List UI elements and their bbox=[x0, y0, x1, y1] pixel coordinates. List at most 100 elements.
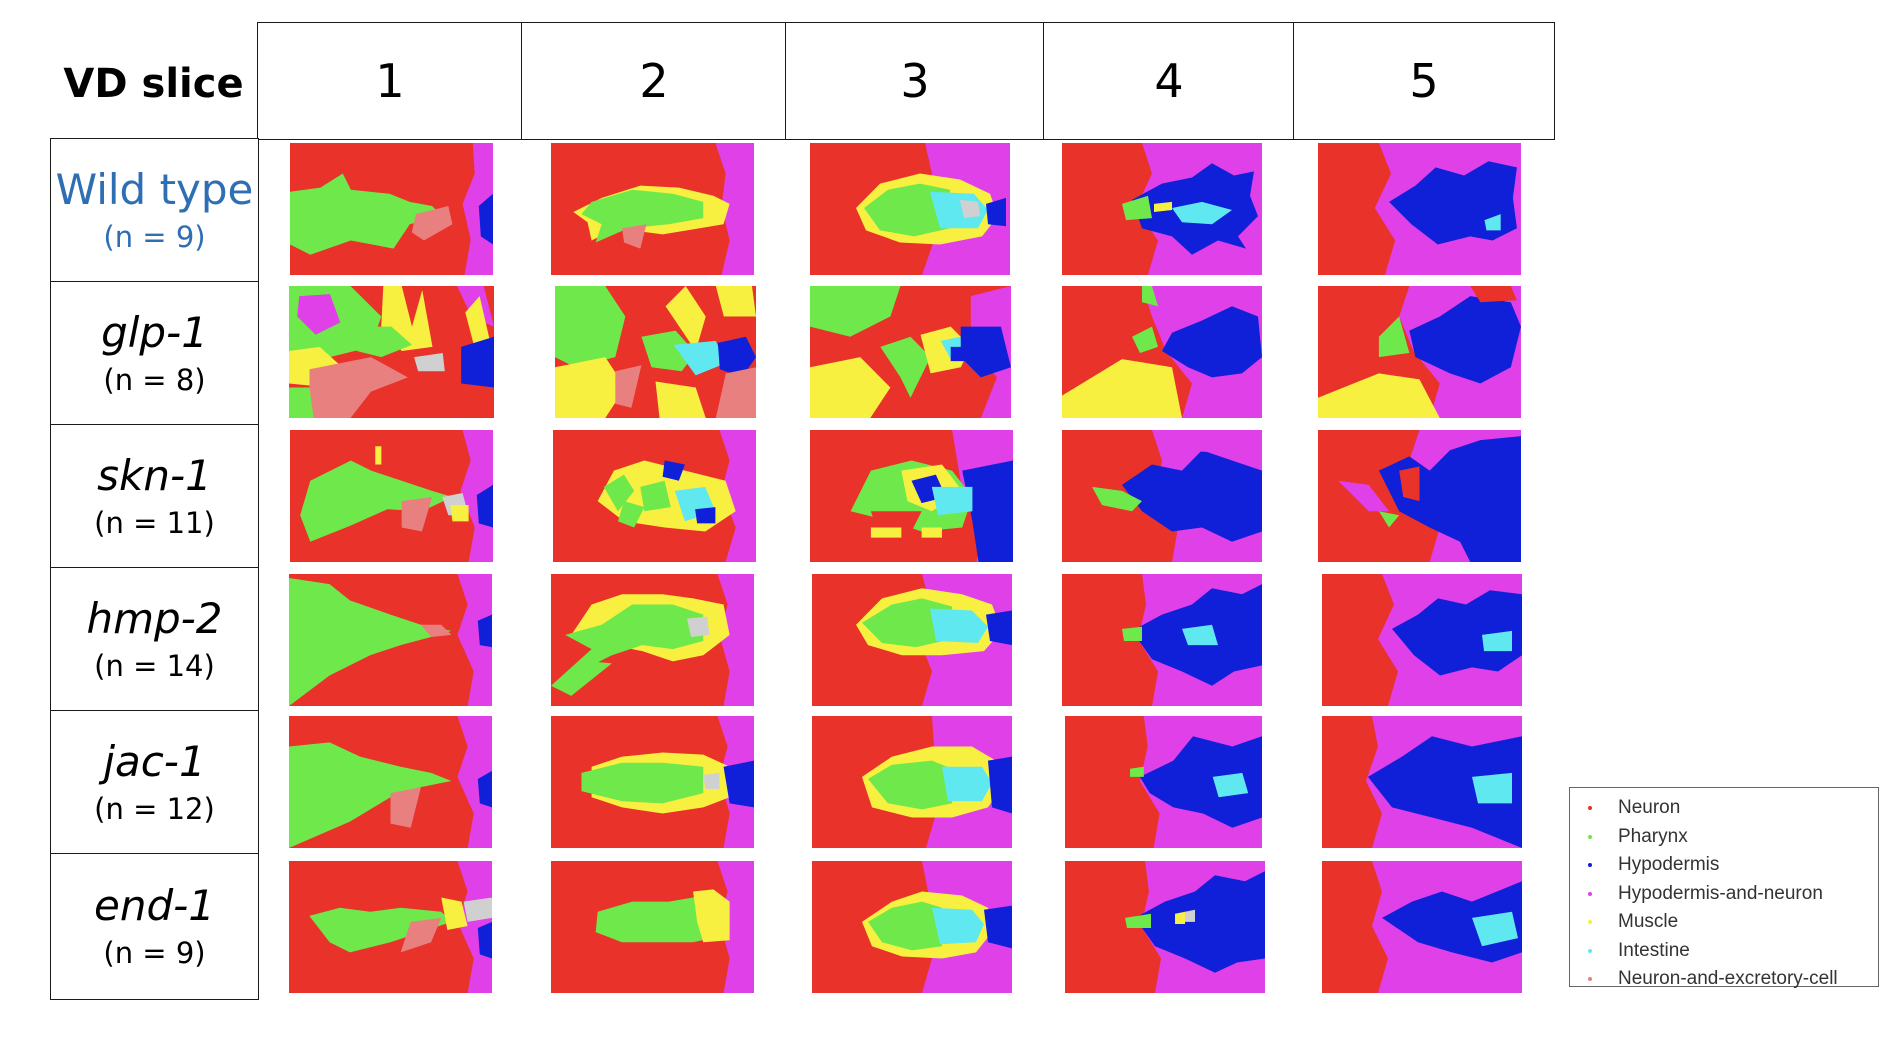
segmentation-image-hmp-2-slice-5 bbox=[1322, 574, 1522, 706]
segmentation-map bbox=[551, 861, 754, 993]
legend-item: Hypodermis bbox=[1588, 851, 1868, 880]
legend-marker-icon bbox=[1588, 834, 1592, 839]
segmentation-image-skn-1-slice-5 bbox=[1318, 430, 1521, 562]
segmentation-image-hmp-2-slice-3 bbox=[812, 574, 1012, 706]
segmentation-image-end-1-slice-3 bbox=[812, 861, 1012, 993]
gene-name: end-1 bbox=[94, 881, 215, 931]
segmentation-map bbox=[1318, 430, 1521, 562]
column-header-4: 4 bbox=[1043, 22, 1295, 140]
segmentation-map bbox=[1318, 286, 1521, 418]
segmentation-image-jac-1-slice-2 bbox=[551, 716, 754, 848]
segmentation-image-glp-1-slice-3 bbox=[810, 286, 1011, 418]
segmentation-image-end-1-slice-5 bbox=[1322, 861, 1522, 993]
column-header-2: 2 bbox=[521, 22, 787, 140]
column-header-3: 3 bbox=[785, 22, 1045, 140]
segmentation-image-jac-1-slice-4 bbox=[1065, 716, 1262, 848]
segmentation-image-wild-type-slice-2 bbox=[551, 143, 754, 275]
row-header-jac-1: jac-1 (n = 12) bbox=[50, 710, 259, 855]
gene-name: jac-1 bbox=[103, 737, 206, 787]
segmentation-map bbox=[289, 574, 492, 706]
segmentation-map bbox=[1062, 143, 1262, 275]
legend-label: Neuron-and-excretory-cell bbox=[1618, 968, 1838, 990]
corner-header: VD slice bbox=[50, 28, 257, 140]
segmentation-map bbox=[290, 430, 493, 562]
legend-item: Neuron bbox=[1588, 794, 1868, 823]
segmentation-image-glp-1-slice-1 bbox=[289, 286, 494, 418]
column-header-5: 5 bbox=[1293, 22, 1555, 140]
segmentation-map bbox=[1322, 574, 1522, 706]
segmentation-image-hmp-2-slice-2 bbox=[551, 574, 754, 706]
legend-label: Hypodermis-and-neuron bbox=[1618, 882, 1823, 904]
gene-name: glp-1 bbox=[101, 308, 208, 358]
legend-marker-icon bbox=[1588, 891, 1592, 896]
segmentation-map bbox=[812, 861, 1012, 993]
segmentation-image-glp-1-slice-2 bbox=[555, 286, 756, 418]
sample-count: (n = 14) bbox=[94, 648, 215, 683]
gene-name: hmp-2 bbox=[86, 594, 223, 644]
segmentation-image-wild-type-slice-5 bbox=[1318, 143, 1521, 275]
segmentation-map bbox=[290, 143, 493, 275]
segmentation-map bbox=[551, 716, 754, 848]
legend-marker-icon bbox=[1588, 948, 1592, 953]
segmentation-map bbox=[1062, 430, 1262, 562]
row-header-end-1: end-1 (n = 9) bbox=[50, 853, 259, 1000]
segmentation-image-end-1-slice-1 bbox=[289, 861, 492, 993]
segmentation-image-skn-1-slice-3 bbox=[810, 430, 1013, 562]
segmentation-map bbox=[810, 143, 1010, 275]
segmentation-image-skn-1-slice-1 bbox=[290, 430, 493, 562]
legend-label: Hypodermis bbox=[1618, 854, 1720, 876]
segmentation-map bbox=[1322, 716, 1522, 848]
legend-marker-icon bbox=[1588, 977, 1592, 982]
segmentation-image-hmp-2-slice-1 bbox=[289, 574, 492, 706]
legend-marker-icon bbox=[1588, 863, 1592, 868]
legend-item: Muscle bbox=[1588, 908, 1868, 937]
gene-name: skn-1 bbox=[97, 451, 212, 501]
legend-label: Pharynx bbox=[1618, 825, 1688, 847]
segmentation-image-glp-1-slice-5 bbox=[1318, 286, 1521, 418]
segmentation-image-jac-1-slice-1 bbox=[289, 716, 492, 848]
segmentation-map bbox=[289, 286, 494, 418]
segmentation-map bbox=[1062, 574, 1262, 706]
segmentation-map bbox=[289, 716, 492, 848]
segmentation-image-end-1-slice-4 bbox=[1065, 861, 1265, 993]
sample-count: (n = 11) bbox=[94, 505, 215, 540]
sample-count: (n = 9) bbox=[103, 935, 206, 970]
legend-label: Neuron bbox=[1618, 797, 1681, 819]
row-header-glp-1: glp-1 (n = 8) bbox=[50, 281, 259, 426]
segmentation-map bbox=[289, 861, 492, 993]
segmentation-map bbox=[1065, 861, 1265, 993]
segmentation-image-end-1-slice-2 bbox=[551, 861, 754, 993]
segmentation-map bbox=[553, 430, 756, 562]
segmentation-map bbox=[812, 716, 1012, 848]
vd-slice-label: VD slice bbox=[63, 61, 244, 107]
gene-name: Wild type bbox=[55, 165, 254, 215]
segmentation-map bbox=[1322, 861, 1522, 993]
column-header-1: 1 bbox=[257, 22, 523, 140]
sample-count: (n = 12) bbox=[94, 791, 215, 826]
legend: Neuron Pharynx Hypodermis Hypodermis-and-ne… bbox=[1569, 787, 1879, 989]
segmentation-map bbox=[1062, 286, 1262, 418]
segmentation-map bbox=[555, 286, 756, 418]
legend-item: Hypodermis-and-neuron bbox=[1588, 880, 1868, 909]
segmentation-image-wild-type-slice-1 bbox=[290, 143, 493, 275]
sample-count: (n = 9) bbox=[103, 219, 206, 254]
legend-item: Pharynx bbox=[1588, 823, 1868, 852]
legend-label: Intestine bbox=[1618, 939, 1690, 961]
legend-list: Neuron Pharynx Hypodermis Hypodermis-and-ne… bbox=[1588, 794, 1868, 994]
segmentation-image-wild-type-slice-4 bbox=[1062, 143, 1262, 275]
segmentation-map bbox=[810, 286, 1011, 418]
segmentation-map bbox=[1065, 716, 1262, 848]
sample-count: (n = 8) bbox=[103, 362, 206, 397]
row-header-hmp-2: hmp-2 (n = 14) bbox=[50, 567, 259, 712]
segmentation-image-skn-1-slice-2 bbox=[553, 430, 756, 562]
legend-item: Neuron-and-excretory-cell bbox=[1588, 965, 1868, 994]
legend-marker-icon bbox=[1588, 806, 1592, 811]
segmentation-map bbox=[810, 430, 1013, 562]
segmentation-map bbox=[1318, 143, 1521, 275]
legend-marker-icon bbox=[1588, 920, 1592, 925]
segmentation-image-jac-1-slice-5 bbox=[1322, 716, 1522, 848]
legend-item: Intestine bbox=[1588, 937, 1868, 966]
legend-label: Muscle bbox=[1618, 911, 1679, 933]
segmentation-image-jac-1-slice-3 bbox=[812, 716, 1012, 848]
segmentation-map bbox=[551, 574, 754, 706]
